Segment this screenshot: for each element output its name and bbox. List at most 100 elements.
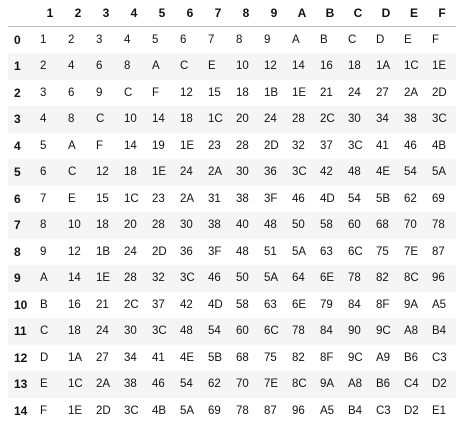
table-cell: 69 (208, 404, 221, 417)
table-cell: B (320, 34, 328, 46)
table-cell: 8 (40, 219, 47, 232)
table-cell: 12 (180, 86, 193, 99)
table-cell: 90 (348, 325, 361, 338)
table-cell: 5B (376, 192, 391, 205)
column-header: 4 (120, 0, 148, 27)
table-cell: 3C (292, 166, 307, 179)
table-cell: 82 (292, 351, 305, 364)
table-cell: 84 (320, 325, 333, 338)
table-cell: D (40, 351, 49, 364)
table-cell: 23 (208, 139, 221, 152)
table-row: 4 5 A F 14 19 1E 23 28 2D 32 37 3C 41 46 4B (8, 133, 456, 160)
table-cell: 2C (320, 113, 335, 126)
table-cell: 3 (40, 86, 47, 99)
table-cell: 6 (180, 34, 187, 46)
table-cell: 31 (208, 192, 221, 205)
row-index: 7 (14, 218, 21, 233)
table-cell: 6C (264, 325, 279, 338)
table-cell: 60 (236, 325, 249, 338)
table-cell: 38 (236, 192, 249, 205)
table-cell: 34 (124, 351, 137, 364)
table-cell: 5A (432, 166, 447, 179)
row-index: 9 (14, 271, 21, 286)
table-row: 13 E 1C 2A 38 46 54 62 70 7E 8C 9A A8 B6 C4 D2 (8, 371, 456, 398)
table-cell: 7E (404, 245, 419, 258)
table-cell: 60 (348, 219, 361, 232)
table-cell: 7 (40, 192, 47, 205)
table-cell: 8F (376, 298, 390, 311)
table-cell: 63 (320, 245, 333, 258)
table-cell: 78 (292, 325, 305, 338)
table-cell: 2C (124, 298, 139, 311)
table-cell: 64 (292, 272, 305, 285)
row-index: 3 (14, 112, 21, 127)
table-cell: 68 (236, 351, 249, 364)
table-cell: 30 (180, 219, 193, 232)
table-cell: 54 (180, 378, 193, 391)
table-cell: 48 (236, 245, 249, 258)
table-cell: 18 (236, 86, 249, 99)
table-cell: F (152, 86, 160, 99)
table-cell: 38 (404, 113, 417, 126)
table-cell: 2D (152, 245, 167, 258)
table-cell: 2 (68, 34, 75, 46)
table-cell: 14 (68, 272, 81, 285)
table-cell: C (40, 325, 49, 338)
table-cell: 30 (236, 166, 249, 179)
table-cell: 14 (124, 139, 137, 152)
table-cell: 1C (124, 192, 139, 205)
table-cell: 37 (152, 298, 165, 311)
table-cell: 46 (152, 378, 165, 391)
column-header: 8 (232, 0, 260, 27)
column-header: 2 (64, 0, 92, 27)
table-cell: 20 (124, 219, 137, 232)
table-cell: 41 (376, 139, 389, 152)
column-header: C (344, 0, 372, 27)
table-cell: 28 (236, 139, 249, 152)
table-cell: 9C (376, 325, 391, 338)
table-cell: 5B (208, 351, 223, 364)
table-cell: B4 (348, 404, 363, 417)
table-cell: 21 (320, 86, 333, 99)
table-cell: 10 (124, 113, 137, 126)
table-row: 8 9 12 1B 24 2D 36 3F 48 51 5A 63 6C 75 7E 87 (8, 239, 456, 266)
table-cell: 8F (320, 351, 334, 364)
table-cell: 37 (320, 139, 333, 152)
row-index: 12 (14, 350, 28, 365)
table-cell: 54 (208, 325, 221, 338)
table-cell: 3F (208, 245, 222, 258)
table-cell: 5 (40, 139, 47, 152)
table-cell: 42 (180, 298, 193, 311)
table-cell: 78 (348, 272, 361, 285)
table-cell: 3C (152, 325, 167, 338)
row-index: 0 (14, 33, 21, 47)
table-cell: 46 (208, 272, 221, 285)
table-cell: 48 (180, 325, 193, 338)
table-cell: 14 (292, 60, 305, 73)
table-cell: B4 (432, 325, 447, 338)
table-cell: E (208, 60, 216, 73)
table-cell: 1E (180, 139, 195, 152)
table-cell: 16 (320, 60, 333, 73)
table-cell: 62 (404, 192, 417, 205)
table-cell: 16 (68, 298, 81, 311)
table-cell: 36 (180, 245, 193, 258)
table-cell: 87 (264, 404, 277, 417)
table-cell: 63 (264, 298, 277, 311)
table-cell: 82 (376, 272, 389, 285)
table-cell: 50 (292, 219, 305, 232)
table-cell: E1 (432, 404, 447, 417)
table-row: 2 3 6 9 C F 12 15 18 1B 1E 21 24 27 2A 2D (8, 80, 456, 107)
table-cell: 4 (68, 60, 75, 73)
table-cell: 9A (404, 298, 419, 311)
table-cell: 40 (236, 219, 249, 232)
table-cell: 21 (96, 298, 109, 311)
table-cell: 54 (348, 192, 361, 205)
row-index: 11 (14, 324, 27, 339)
table-cell: 69 (432, 192, 445, 205)
table-cell: 3C (124, 404, 139, 417)
table-cell: 1E (152, 166, 167, 179)
column-header: 1 (36, 0, 64, 27)
